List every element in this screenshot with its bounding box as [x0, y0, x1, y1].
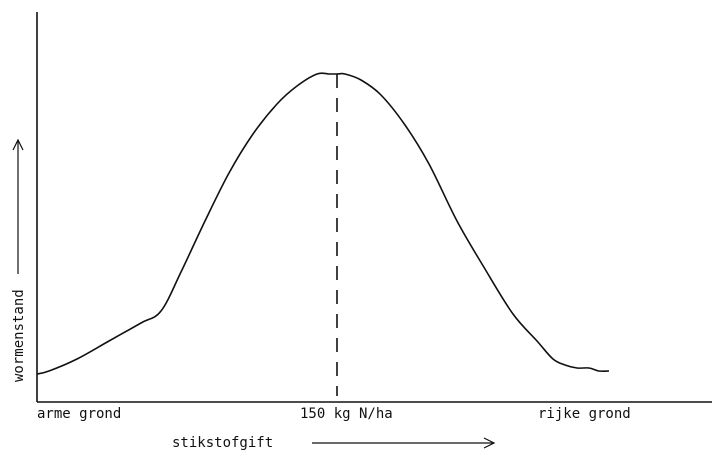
x-axis-label: stikstofgift [172, 435, 273, 451]
x-tick-label-left: arme grond [37, 406, 121, 422]
series-line-1 [36, 72, 610, 375]
y-axis-label-arrow [12, 138, 24, 274]
plot-area [36, 72, 610, 396]
x-tick-label-right: rijke grond [538, 406, 631, 422]
x-axis-label-arrow [312, 437, 496, 449]
x-tick-label-center: 150 kg N/ha [300, 406, 393, 422]
y-axis-label: wormenstand [11, 289, 27, 382]
